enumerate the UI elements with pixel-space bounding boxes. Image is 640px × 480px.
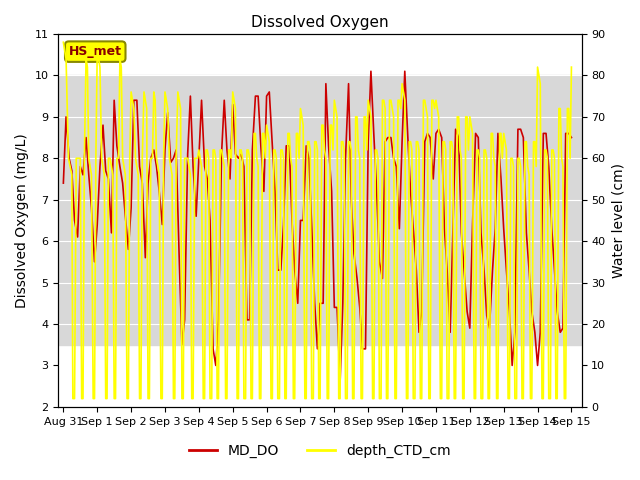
Bar [58, 75, 582, 345]
Legend: MD_DO, depth_CTD_cm: MD_DO, depth_CTD_cm [184, 438, 456, 464]
Text: HS_met: HS_met [68, 45, 122, 58]
Title: Dissolved Oxygen: Dissolved Oxygen [251, 15, 388, 30]
Y-axis label: Water level (cm): Water level (cm) [611, 163, 625, 278]
Y-axis label: Dissolved Oxygen (mg/L): Dissolved Oxygen (mg/L) [15, 133, 29, 308]
